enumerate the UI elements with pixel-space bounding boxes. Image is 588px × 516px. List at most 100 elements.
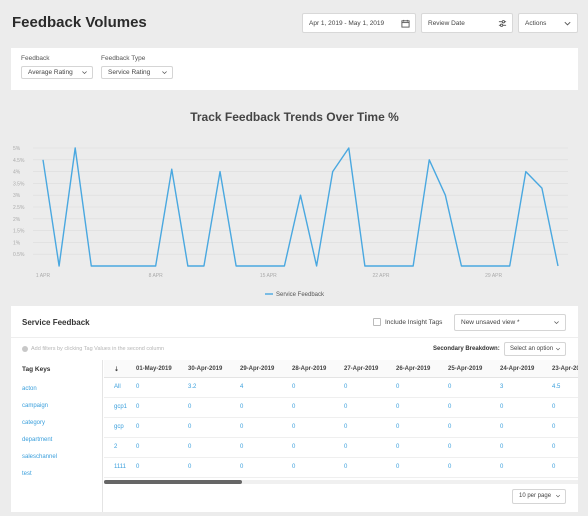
tag-key-item[interactable]: saleschannel (22, 454, 58, 460)
tag-keys-header: Tag Keys (22, 366, 51, 373)
y-tick-label: 1.5% (13, 229, 25, 235)
value-cell[interactable]: 0 (552, 404, 556, 410)
feedback-type-select[interactable]: Service Rating (101, 66, 173, 79)
scrollbar-thumb[interactable] (104, 480, 242, 484)
review-date-text: Review Date (428, 19, 465, 27)
value-cell[interactable]: 0 (448, 384, 452, 390)
feedback-label: Feedback (21, 55, 50, 62)
value-cell[interactable]: 0 (500, 404, 504, 410)
chevron-down-icon (82, 71, 87, 75)
value-cell[interactable]: 0 (396, 444, 400, 450)
column-header[interactable]: 25-Apr-2019 (448, 366, 483, 372)
value-cell[interactable]: 0 (240, 404, 244, 410)
value-cell[interactable]: 0 (136, 444, 140, 450)
tag-key-item[interactable]: category (22, 420, 46, 426)
value-cell[interactable]: 0 (344, 464, 348, 470)
filter-hint: Add filters by clicking Tag Values in th… (22, 346, 164, 352)
trend-chart-card: Track Feedback Trends Over Time % 5% 4.5%… (11, 96, 578, 304)
value-cell[interactable]: 0 (500, 424, 504, 430)
y-tick-label: 3.5% (13, 181, 25, 187)
feedback-type-select-value: Service Rating (108, 69, 151, 76)
value-cell[interactable]: 0 (292, 464, 296, 470)
value-cell[interactable]: 0 (500, 464, 504, 470)
value-cell[interactable]: 3 (500, 384, 504, 390)
value-cell[interactable]: 0 (292, 424, 296, 430)
value-cell[interactable]: 0 (188, 444, 192, 450)
trend-chart: 5% 4.5% 4% 3.5% 3% 2.5% 2% 1.5% 1% 0.5% 1 APR 8 APR… (13, 146, 568, 298)
tag-value-cell[interactable]: gcp (114, 424, 124, 430)
column-header[interactable]: 01-May-2019 (136, 366, 172, 372)
date-range-picker[interactable]: Apr 1, 2019 - May 1, 2019 (302, 13, 416, 33)
value-cell[interactable]: 0 (188, 424, 192, 430)
view-select[interactable]: New unsaved view * (454, 314, 566, 331)
tag-value-cell[interactable]: All (114, 384, 121, 390)
value-cell[interactable]: 4.5 (552, 384, 561, 390)
value-cell[interactable]: 0 (396, 424, 400, 430)
view-select-value: New unsaved view * (461, 319, 520, 326)
sort-icon[interactable]: ⇣ (114, 367, 120, 373)
value-cell[interactable]: 0 (292, 444, 296, 450)
value-cell[interactable]: 0 (136, 404, 140, 410)
value-cell[interactable]: 0 (136, 464, 140, 470)
value-cell[interactable]: 0 (448, 424, 452, 430)
value-cell[interactable]: 0 (240, 444, 244, 450)
value-cell[interactable]: 0 (448, 464, 452, 470)
x-tick-label: 15 APR (260, 273, 277, 279)
tag-value-cell[interactable]: gcp1 (114, 404, 128, 410)
tag-value-cell[interactable]: 2 (114, 444, 118, 450)
value-cell[interactable]: 0 (396, 404, 400, 410)
x-tick-label: 8 APR (149, 273, 164, 279)
value-cell[interactable]: 0 (344, 424, 348, 430)
value-cell[interactable]: 0 (292, 384, 296, 390)
review-date-select[interactable]: Review Date (421, 13, 513, 33)
value-cell[interactable]: 0 (552, 464, 556, 470)
value-cell[interactable]: 0 (552, 424, 556, 430)
value-cell[interactable]: 0 (344, 384, 348, 390)
tag-key-item[interactable]: department (22, 437, 53, 443)
value-cell[interactable]: 0 (552, 444, 556, 450)
value-cell[interactable]: 3.2 (188, 384, 197, 390)
column-header[interactable]: 28-Apr-2019 (292, 366, 327, 372)
actions-dropdown[interactable]: Actions (518, 13, 578, 33)
value-cell[interactable]: 0 (448, 404, 452, 410)
value-cell[interactable]: 0 (344, 404, 348, 410)
tag-keys-panel: Tag Keys acton campaign category department… (11, 360, 103, 512)
chart-title: Track Feedback Trends Over Time % (190, 110, 399, 124)
value-cell[interactable]: 0 (396, 384, 400, 390)
column-header[interactable]: 29-Apr-2019 (240, 366, 275, 372)
value-cell[interactable]: 0 (136, 384, 140, 390)
tag-key-item[interactable]: acton (22, 386, 37, 392)
tag-key-item[interactable]: test (22, 471, 32, 477)
calendar-icon (401, 19, 410, 28)
y-tick-label: 2.5% (13, 205, 25, 211)
tag-key-item[interactable]: campaign (22, 403, 49, 409)
tag-value-cell[interactable]: 1111 (114, 464, 127, 470)
checkbox[interactable] (373, 318, 381, 326)
column-header[interactable]: 30-Apr-2019 (188, 366, 223, 372)
column-header[interactable]: 23-Apr-2019 (552, 366, 578, 372)
value-cell[interactable]: 0 (396, 464, 400, 470)
horizontal-scrollbar[interactable] (104, 480, 578, 484)
value-cell[interactable]: 0 (240, 464, 244, 470)
include-insight-tags-toggle[interactable]: Include Insight Tags (373, 318, 442, 326)
table-row: gcp1 0 0 0 0 0 0 0 0 0 (104, 398, 578, 418)
value-cell[interactable]: 0 (292, 404, 296, 410)
value-cell[interactable]: 0 (500, 444, 504, 450)
per-page-select[interactable]: 10 per page (512, 489, 566, 504)
column-header[interactable]: 26-Apr-2019 (396, 366, 431, 372)
value-cell[interactable]: 0 (188, 404, 192, 410)
chevron-down-icon (554, 321, 559, 325)
value-cell[interactable]: 0 (136, 424, 140, 430)
column-header[interactable]: 24-Apr-2019 (500, 366, 535, 372)
value-cell[interactable]: 4 (240, 384, 244, 390)
secondary-breakdown-select[interactable]: Select an option (504, 342, 566, 356)
page-title: Feedback Volumes (12, 14, 147, 31)
column-header[interactable]: 27-Apr-2019 (344, 366, 379, 372)
value-cell[interactable]: 0 (188, 464, 192, 470)
value-cell[interactable]: 0 (448, 444, 452, 450)
feedback-select[interactable]: Average Rating (21, 66, 93, 79)
divider (11, 337, 578, 338)
value-cell[interactable]: 0 (240, 424, 244, 430)
table-row: 1111 0 0 0 0 0 0 0 0 0 (104, 458, 578, 478)
value-cell[interactable]: 0 (344, 444, 348, 450)
